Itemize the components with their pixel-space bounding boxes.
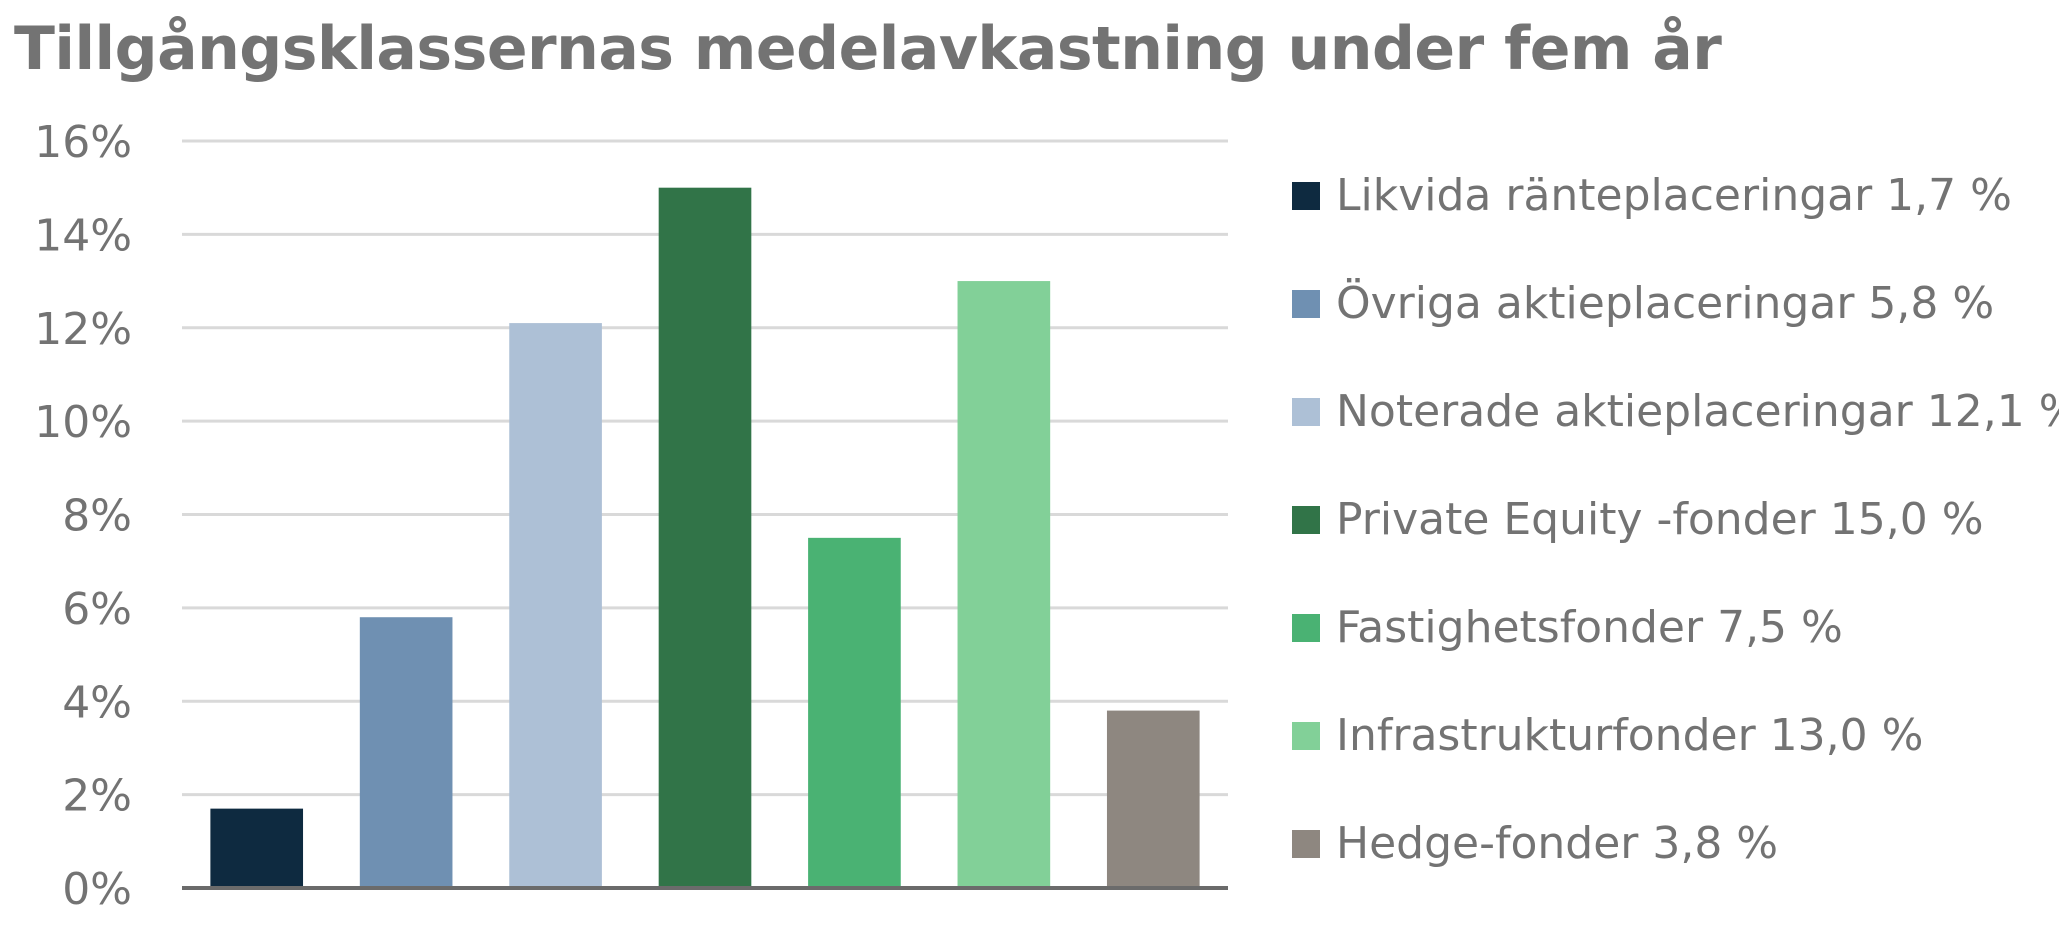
legend-label: Likvida ränteplaceringar 1,7 % (1336, 170, 2012, 221)
bar (808, 537, 901, 888)
legend-label: Infrastrukturfonder 13,0 % (1336, 710, 1924, 761)
y-tick-label: 16% (34, 117, 132, 168)
legend-swatch (1292, 614, 1320, 642)
legend-item: Hedge-fonder 3,8 % (1292, 808, 2059, 916)
y-tick-label: 14% (34, 210, 132, 261)
bar (1106, 710, 1200, 888)
legend-item: Infrastrukturfonder 13,0 % (1292, 700, 2059, 808)
bar (210, 808, 304, 888)
bar (359, 617, 453, 888)
y-tick-label: 0% (62, 864, 132, 915)
legend-label: Private Equity -fonder 15,0 % (1336, 494, 1984, 545)
legend-swatch (1292, 182, 1320, 210)
y-tick-label: 2% (62, 771, 132, 822)
legend-label: Fastighetsfonder 7,5 % (1336, 602, 1843, 653)
legend-swatch (1292, 830, 1320, 858)
bar (957, 281, 1051, 888)
legend: Likvida ränteplaceringar 1,7 % Övriga akt… (1292, 160, 2059, 916)
legend-swatch (1292, 398, 1320, 426)
legend-label: Noterade aktieplaceringar 12,1 % (1336, 386, 2059, 437)
legend-item: Övriga aktieplaceringar 5,8 % (1292, 268, 2059, 376)
y-tick-label: 12% (34, 304, 132, 355)
legend-swatch (1292, 506, 1320, 534)
legend-item: Private Equity -fonder 15,0 % (1292, 484, 2059, 592)
legend-label: Övriga aktieplaceringar 5,8 % (1336, 278, 1995, 329)
legend-item: Likvida ränteplaceringar 1,7 % (1292, 160, 2059, 268)
bar (509, 323, 602, 888)
legend-item: Fastighetsfonder 7,5 % (1292, 592, 2059, 700)
y-tick-label: 10% (34, 397, 132, 448)
y-tick-label: 4% (62, 677, 132, 728)
y-tick-label: 8% (62, 491, 132, 542)
chart-title: Tillgångsklassernas medelavkastning unde… (14, 14, 1722, 84)
bar (658, 187, 752, 888)
legend-swatch (1292, 722, 1320, 750)
bar-chart: 0% 2% 4% 6% 8% 10% 12% 14% 16% (34, 117, 1228, 915)
legend-item: Noterade aktieplaceringar 12,1 % (1292, 376, 2059, 484)
y-tick-label: 6% (62, 584, 132, 635)
legend-label: Hedge-fonder 3,8 % (1336, 818, 1779, 869)
legend-swatch (1292, 290, 1320, 318)
